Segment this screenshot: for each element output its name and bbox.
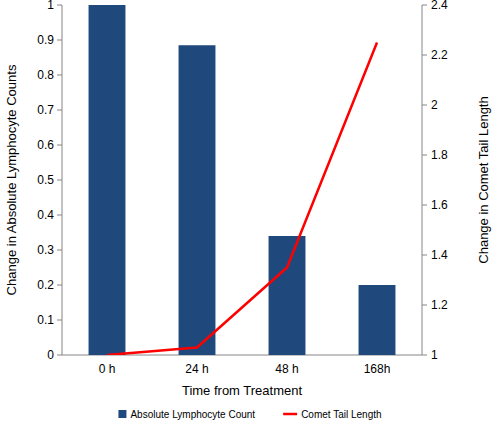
y-tick (57, 215, 62, 216)
y-tick-label: 0.7 (37, 103, 54, 117)
y-tick (57, 285, 62, 286)
legend: Absolute Lymphocyte Count Comet Tail Leng… (118, 409, 381, 420)
y2-tick-label: 1.8 (431, 148, 448, 162)
bar (269, 236, 306, 355)
y2-tick-label: 1.2 (431, 298, 448, 312)
y2-axis-line (422, 5, 423, 355)
y-tick-label: 0.9 (37, 33, 54, 47)
y-tick (57, 75, 62, 76)
legend-label: Comet Tail Length (301, 409, 381, 420)
y-tick (57, 180, 62, 181)
y-tick-label: 0.4 (37, 208, 54, 222)
x-axis-title: Time from Treatment (182, 383, 303, 398)
bar (359, 285, 396, 355)
page: {"chart_data": {"type": "bar", "categori… (0, 0, 500, 430)
y-tick-label: 0.8 (37, 68, 54, 82)
x-tick-label: 168h (364, 362, 391, 376)
y-tick (57, 5, 62, 6)
y-tick-label: 0 (47, 348, 54, 362)
y2-tick-label: 2 (431, 98, 438, 112)
y-tick (57, 320, 62, 321)
y-tick-label: 0.3 (37, 243, 54, 257)
x-tick-label: 48 h (275, 362, 298, 376)
chart: 0 0.1 0.2 0.3 0.4 0.5 0.6 0.7 0.8 0.9 1 1 1.2 1.4 1.6 1… (0, 0, 500, 430)
y2-tick-label: 2.2 (431, 48, 448, 62)
legend-label: Absolute Lymphocyte Count (130, 409, 255, 420)
line (107, 43, 377, 356)
bar (179, 45, 216, 355)
y2-tick-label: 1.6 (431, 198, 448, 212)
y-tick-label: 0.2 (37, 278, 54, 292)
y-tick (57, 110, 62, 111)
y2-tick (422, 205, 427, 206)
bar (89, 5, 126, 355)
y-tick-label: 0.6 (37, 138, 54, 152)
y-tick (57, 250, 62, 251)
y-tick-label: 1 (47, 0, 54, 12)
y2-tick (422, 355, 427, 356)
plot-area (89, 5, 396, 355)
y-axis-title: Change in Absolute Lymphocyte Counts (4, 64, 19, 295)
y2-tick (422, 5, 427, 6)
y-tick-label: 0.1 (37, 313, 54, 327)
legend-swatch (118, 410, 126, 418)
y-tick (57, 355, 62, 356)
y2-tick-label: 1 (431, 348, 438, 362)
x-tick-label: 24 h (185, 362, 208, 376)
x-tick-label: 0 h (99, 362, 116, 376)
y2-tick (422, 55, 427, 56)
y-tick (57, 145, 62, 146)
y2-tick-label: 1.4 (431, 248, 448, 262)
y2-tick (422, 255, 427, 256)
legend-swatch (283, 413, 297, 416)
y2-tick (422, 105, 427, 106)
y-tick (57, 40, 62, 41)
y-tick-label: 0.5 (37, 173, 54, 187)
y2-tick-label: 2.4 (431, 0, 448, 12)
y2-tick (422, 155, 427, 156)
y2-tick (422, 305, 427, 306)
y2-axis-title: Change in Comet Tail Length (476, 96, 491, 263)
